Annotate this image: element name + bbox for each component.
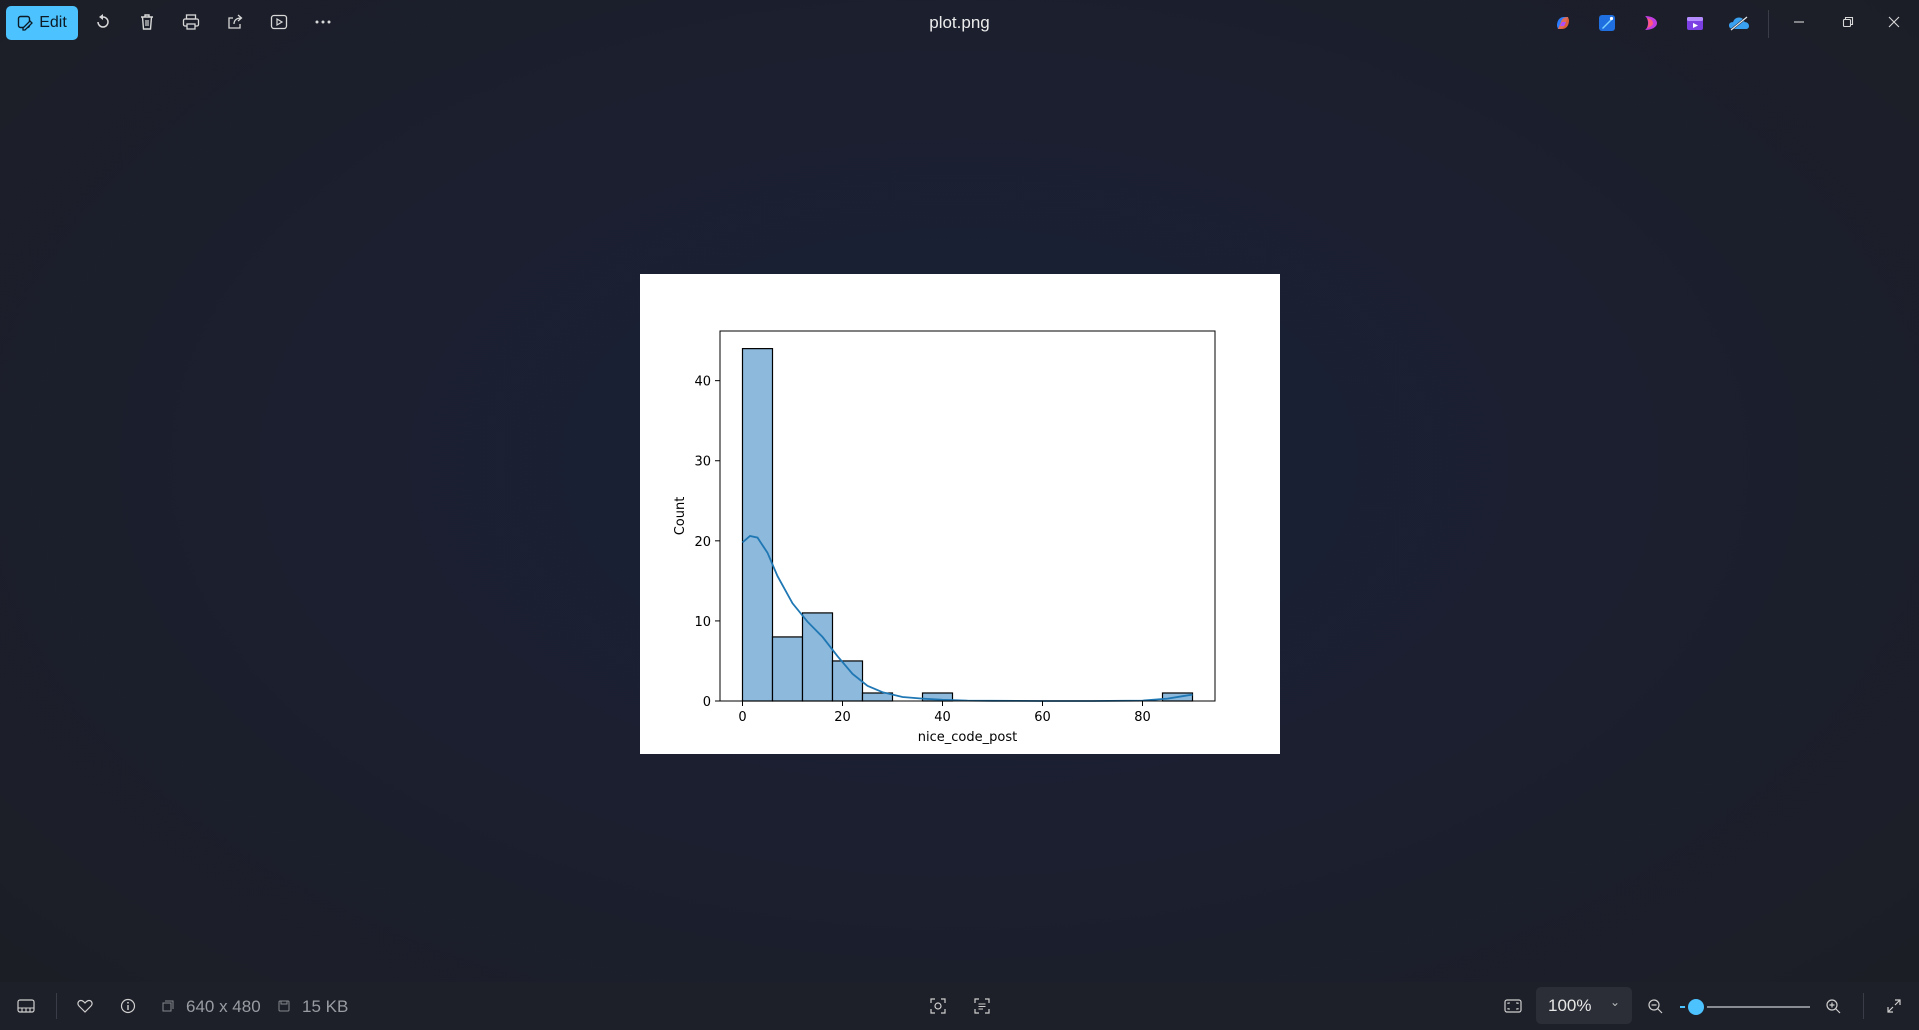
- y-tick-label: 20: [694, 535, 711, 550]
- zoom-level-value: 100%: [1548, 996, 1591, 1016]
- copilot-icon[interactable]: [1552, 12, 1574, 34]
- x-tick-label: 0: [738, 710, 746, 725]
- histogram-chart: 0 20 40 60 80 0 10 20 30 40 nice_code_post Count: [640, 274, 1280, 754]
- window-title: plot.png: [0, 13, 1919, 33]
- x-tick-label: 20: [834, 710, 851, 725]
- y-tick-label: 30: [694, 455, 711, 470]
- fit-to-window-icon[interactable]: [1500, 994, 1526, 1018]
- y-tick-label: 10: [694, 615, 711, 630]
- zoom-out-icon[interactable]: [1642, 994, 1668, 1018]
- zoom-in-icon[interactable]: [1820, 994, 1846, 1018]
- zoom-slider[interactable]: [1680, 1006, 1810, 1008]
- filmstrip-icon[interactable]: [13, 994, 39, 1018]
- restore-button[interactable]: [1828, 8, 1868, 36]
- close-button[interactable]: [1874, 8, 1914, 36]
- fullscreen-icon[interactable]: [1881, 994, 1907, 1018]
- onedrive-icon[interactable]: [1728, 12, 1750, 34]
- top-toolbar: Edit plot.png: [0, 0, 1919, 46]
- y-tick-label: 40: [694, 375, 711, 390]
- toolbar-divider: [1768, 10, 1769, 38]
- visual-search-icon[interactable]: [925, 994, 951, 1018]
- x-tick-label: 40: [934, 710, 951, 725]
- zoom-slider-thumb[interactable]: [1688, 999, 1704, 1015]
- image-canvas[interactable]: 0 20 40 60 80 0 10 20 30 40 nice_code_post Count: [640, 274, 1280, 754]
- chevron-down-icon: ⌄: [1610, 995, 1620, 1009]
- y-tick-label: 0: [703, 695, 711, 710]
- restore-icon: [1842, 16, 1854, 28]
- histogram-bar: [743, 349, 773, 701]
- clipchamp-icon[interactable]: [1640, 12, 1662, 34]
- dimensions-icon: [158, 994, 178, 1018]
- y-axis-label: Count: [673, 497, 688, 536]
- bottom-status-bar: 640 x 480 15 KB 100% ⌄: [0, 982, 1919, 1030]
- x-axis-label: nice_code_post: [918, 730, 1017, 745]
- histogram-bar: [803, 613, 833, 701]
- file-size: 15 KB: [302, 997, 348, 1017]
- video-editor-icon[interactable]: [1684, 12, 1706, 34]
- file-size-icon: [274, 994, 294, 1018]
- x-tick-label: 80: [1134, 710, 1151, 725]
- x-tick-label: 60: [1034, 710, 1051, 725]
- info-icon[interactable]: [115, 994, 141, 1018]
- histogram-bar: [773, 637, 803, 701]
- heart-icon[interactable]: [72, 994, 98, 1018]
- scan-text-icon[interactable]: [969, 994, 995, 1018]
- minimize-icon: [1793, 16, 1805, 28]
- designer-icon[interactable]: [1596, 12, 1618, 34]
- image-dimensions: 640 x 480: [186, 997, 261, 1017]
- minimize-button[interactable]: [1779, 8, 1819, 36]
- status-divider: [1863, 993, 1864, 1019]
- zoom-level-dropdown[interactable]: 100% ⌄: [1536, 987, 1632, 1024]
- close-icon: [1888, 16, 1900, 28]
- status-divider: [56, 993, 57, 1019]
